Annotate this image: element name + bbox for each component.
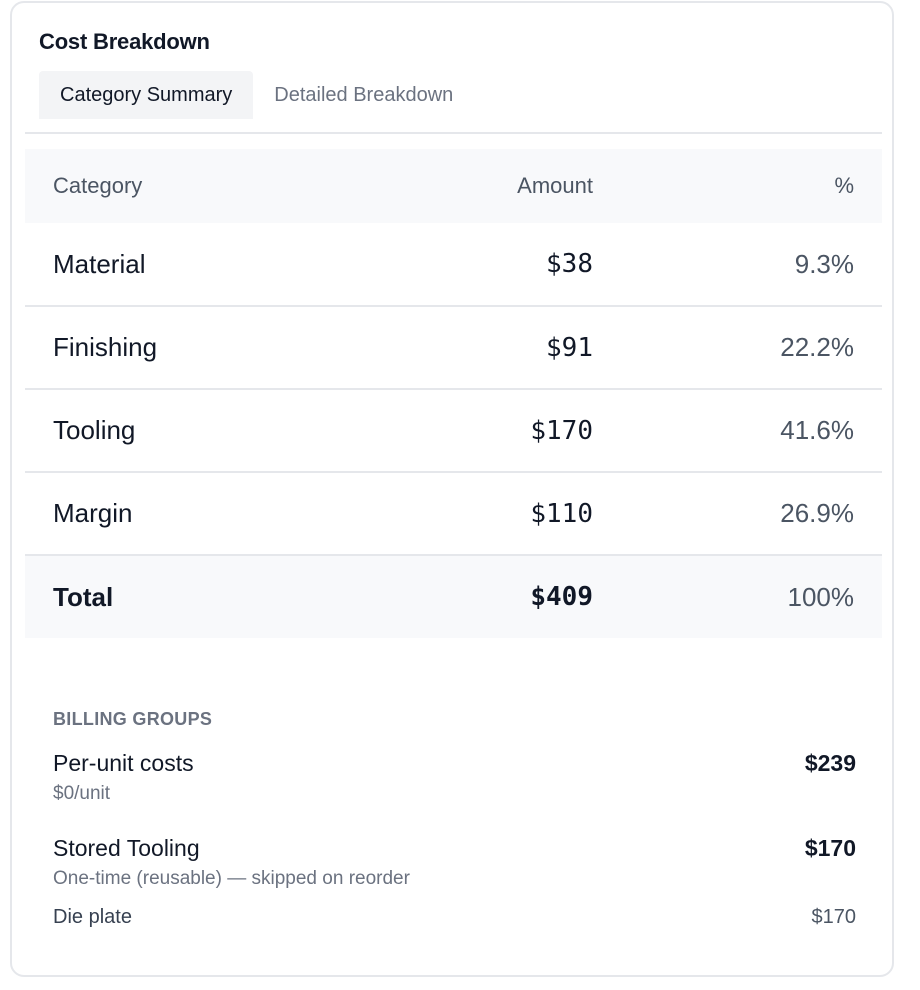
line-item-name: Die plate bbox=[53, 906, 132, 928]
row-category: Tooling bbox=[53, 415, 136, 445]
row-amount: $170 bbox=[530, 415, 593, 446]
billing-group-amount: $239 bbox=[804, 750, 856, 776]
table-row: Material $38 9.3% bbox=[25, 223, 882, 306]
row-amount: $110 bbox=[530, 498, 593, 529]
tab-detailed-breakdown[interactable]: Detailed Breakdown bbox=[274, 83, 454, 106]
billing-group-subtitle: One-time (reusable) — skipped on reorder bbox=[53, 868, 410, 889]
billing-group-amount: $170 bbox=[804, 835, 856, 861]
billing-group-stored-tooling: Stored Tooling One-time (reusable) — ski… bbox=[53, 835, 856, 890]
line-item: Die plate $170 bbox=[53, 906, 856, 929]
row-percent: 22.2% bbox=[780, 332, 854, 362]
table-row: Tooling $170 41.6% bbox=[25, 389, 882, 472]
column-header-category: Category bbox=[53, 173, 143, 198]
tab-bar: Category Summary Detailed Breakdown bbox=[39, 71, 474, 119]
total-percent: 100% bbox=[787, 581, 855, 612]
category-summary-table: Category Amount % Material $38 9.3% Fini… bbox=[25, 149, 882, 638]
total-amount: $409 bbox=[530, 582, 593, 612]
billing-groups-section: BILLING GROUPS Per-unit costs $0/unit $2… bbox=[53, 709, 856, 929]
billing-groups-heading: BILLING GROUPS bbox=[53, 709, 213, 729]
row-category: Finishing bbox=[53, 332, 158, 362]
cost-breakdown-card: Cost Breakdown Category Summary Detailed… bbox=[10, 1, 894, 977]
line-item-amount: $170 bbox=[811, 906, 857, 928]
row-percent: 9.3% bbox=[794, 248, 854, 279]
billing-group-subtitle: $0/unit bbox=[53, 783, 111, 804]
row-percent: 26.9% bbox=[780, 498, 854, 528]
tab-category-summary[interactable]: Category Summary bbox=[39, 71, 254, 119]
table-row: Finishing $91 22.2% bbox=[25, 306, 882, 389]
card-title: Cost Breakdown bbox=[39, 29, 210, 54]
billing-group-per-unit: Per-unit costs $0/unit $239 bbox=[53, 750, 856, 805]
row-amount: $91 bbox=[546, 332, 593, 363]
row-percent: 41.6% bbox=[780, 415, 854, 445]
tab-divider bbox=[25, 132, 882, 134]
total-label: Total bbox=[53, 581, 114, 612]
row-category: Material bbox=[53, 248, 146, 279]
billing-group-name: Per-unit costs bbox=[53, 750, 194, 776]
billing-group-name: Stored Tooling bbox=[53, 835, 200, 861]
table-row: Margin $110 26.9% bbox=[25, 472, 882, 555]
row-category: Margin bbox=[53, 498, 133, 528]
column-header-amount: Amount bbox=[517, 173, 593, 198]
row-amount: $38 bbox=[546, 249, 593, 279]
table-header-row: Category Amount % bbox=[25, 149, 882, 223]
column-header-percent: % bbox=[834, 173, 854, 198]
total-row: Total $409 100% bbox=[25, 555, 882, 638]
